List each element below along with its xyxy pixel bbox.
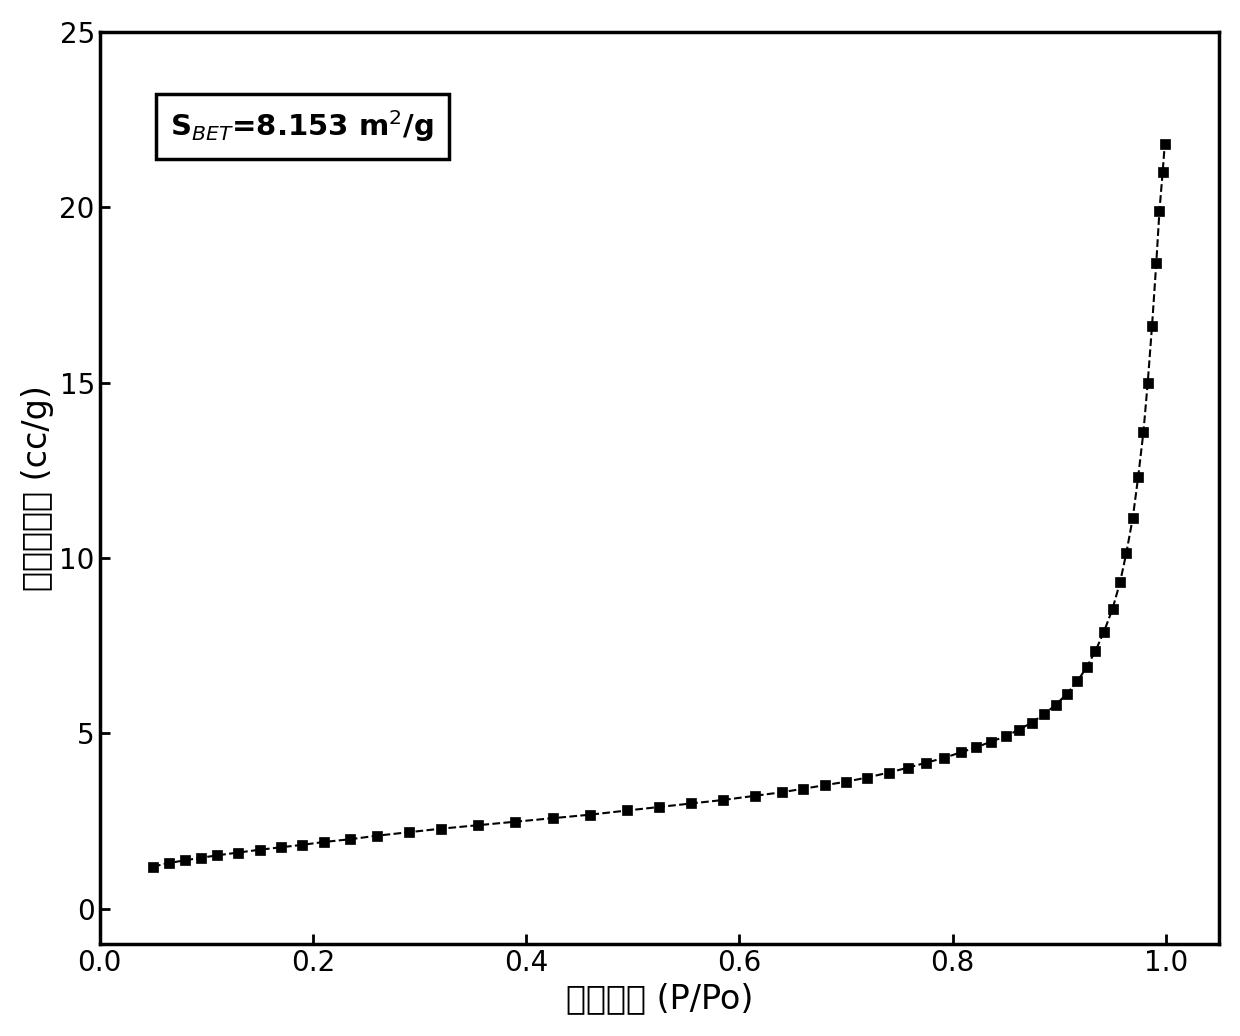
X-axis label: 相对压力 (P/Po): 相对压力 (P/Po) [565, 982, 753, 1015]
Text: S$_{BET}$=8.153 m$^{2}$/g: S$_{BET}$=8.153 m$^{2}$/g [170, 109, 434, 144]
Y-axis label: 氮气吸附量 (cc/g): 氮气吸附量 (cc/g) [21, 384, 53, 591]
